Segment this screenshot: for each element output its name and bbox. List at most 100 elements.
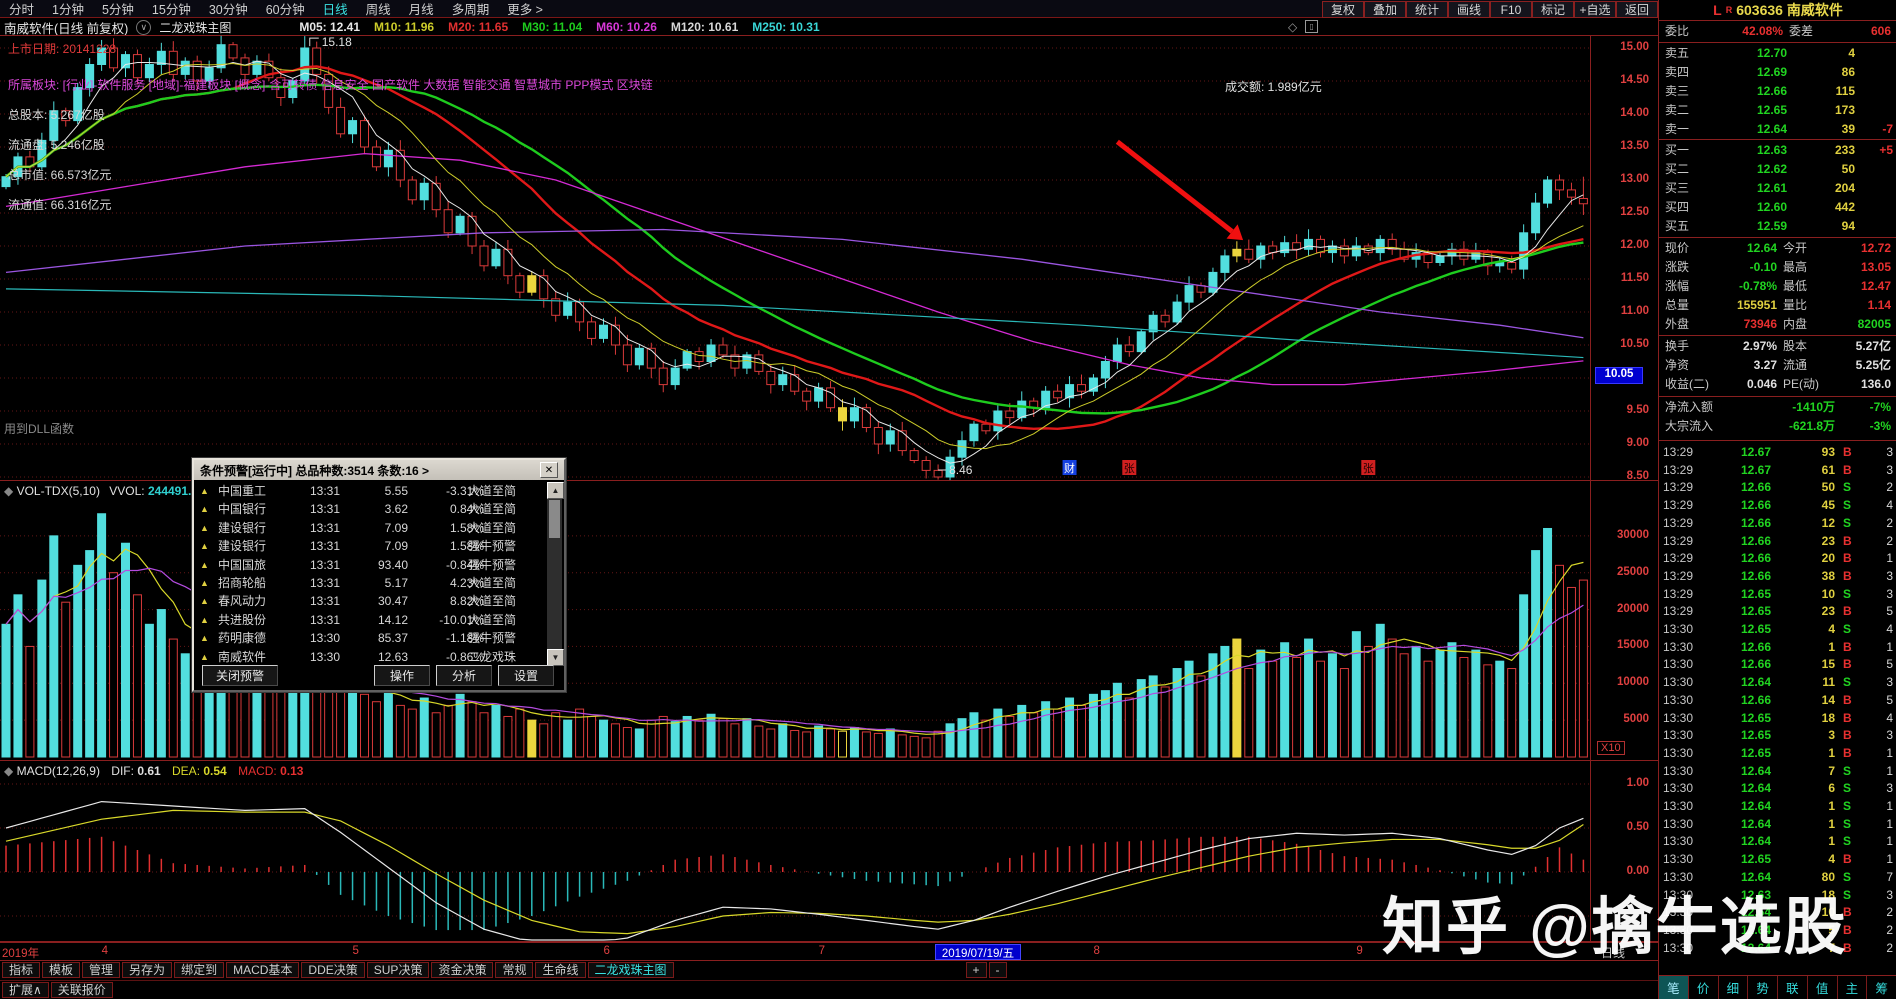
tick-row[interactable]: 13:30 12.66 1 B 1 — [1659, 639, 1896, 657]
tick-row[interactable]: 13:30 12.64 80 S 7 — [1659, 869, 1896, 887]
indicator-tab-SUP决策[interactable]: SUP决策 — [366, 961, 430, 978]
action-button-F10[interactable]: F10 — [1490, 1, 1532, 18]
chevron-down-icon[interactable]: ∨ — [136, 19, 152, 35]
panel-tab-值[interactable]: 值 — [1808, 976, 1838, 999]
action-button-画线[interactable]: 画线 — [1448, 1, 1490, 18]
panel-tab-势[interactable]: 势 — [1748, 976, 1778, 999]
tick-row[interactable]: 13:29 12.66 38 B 3 — [1659, 568, 1896, 586]
period-tab-30分钟[interactable]: 30分钟 — [208, 3, 248, 17]
action-button-叠加[interactable]: 叠加 — [1364, 1, 1406, 18]
diamond-icon[interactable]: ◇ — [1288, 20, 1298, 34]
scroll-down-icon[interactable]: ▼ — [547, 649, 564, 666]
tick-row[interactable]: 13:29 12.65 10 S 3 — [1659, 586, 1896, 604]
indicator-tab-生命线[interactable]: 生命线 — [535, 961, 586, 978]
tick-row[interactable]: 13:30 12.64 7 S 1 — [1659, 763, 1896, 781]
alert-row[interactable]: ▲ 共进股份 13:31 14.12 -10.01% 大道至简 — [196, 611, 532, 629]
action-button-统计[interactable]: 统计 — [1406, 1, 1448, 18]
tick-row[interactable]: 13:30 12.65 4 S 4 — [1659, 621, 1896, 639]
tick-row[interactable]: 13:29 12.66 50 S 2 — [1659, 479, 1896, 497]
dialog-titlebar[interactable]: 条件预警[运行中] 总品种数:3514 条数:16 > ✕ — [194, 460, 564, 480]
tick-row[interactable]: 13:30 12.66 15 B 5 — [1659, 656, 1896, 674]
period-tab-周线[interactable]: 周线 — [365, 3, 391, 17]
panel-tab-联[interactable]: 联 — [1778, 976, 1808, 999]
panel-tab-价[interactable]: 价 — [1689, 976, 1719, 999]
indicator-tab-二龙戏珠主图[interactable]: 二龙戏珠主图 — [587, 961, 674, 978]
tick-row[interactable]: 13:30 12.64 1 S 1 — [1659, 816, 1896, 834]
panel-tab-主[interactable]: 主 — [1838, 976, 1868, 999]
indicator-tab-DDE决策[interactable]: DDE决策 — [301, 961, 365, 978]
split-window-icon[interactable]: ▯ — [1305, 20, 1319, 33]
zoom-in-button[interactable]: + — [965, 961, 987, 978]
tick-row[interactable]: 13:30 12.64 10 B 2 — [1659, 904, 1896, 922]
period-tab-日线[interactable]: 日线 — [322, 3, 348, 17]
tick-row[interactable]: 13:30 12.64 1 S 1 — [1659, 833, 1896, 851]
related-quote-button[interactable]: 关联报价 — [50, 982, 113, 998]
operate-button[interactable]: 操作 — [374, 665, 430, 686]
zoom-out-button[interactable]: - — [988, 961, 1007, 978]
tick-row[interactable]: 13:29 12.66 20 B 1 — [1659, 550, 1896, 568]
period-tab-15分钟[interactable]: 15分钟 — [151, 3, 191, 17]
action-button-+自选[interactable]: +自选 — [1574, 1, 1616, 18]
candlestick-chart[interactable]: 15.18 8.46 财 张 张 — [0, 0, 1658, 960]
indicator-tab-另存为[interactable]: 另存为 — [122, 961, 173, 978]
alert-row[interactable]: ▲ 春风动力 13:31 30.47 8.82% 大道至简 — [196, 592, 532, 610]
scrollbar[interactable]: ▲ ▼ — [547, 482, 564, 666]
tick-row[interactable]: 13:30 12.65 3 B 3 — [1659, 727, 1896, 745]
macd-indicator-name[interactable]: MACD(12,26,9) — [16, 764, 100, 778]
tick-row[interactable]: 13:29 12.66 23 B 2 — [1659, 533, 1896, 551]
indicator-tab-绑定到[interactable]: 绑定到 — [174, 961, 225, 978]
stock-code-name[interactable]: 603636 南威软件 — [1736, 2, 1843, 18]
tick-row[interactable]: 13:30 12.65 1 B 1 — [1659, 745, 1896, 763]
period-tab-1分钟[interactable]: 1分钟 — [52, 3, 84, 17]
alert-row[interactable]: ▲ 药明康德 13:30 85.37 -1.18% 强牛预警 — [196, 629, 532, 647]
alert-row[interactable]: ▲ 中国银行 13:31 3.62 0.84% 大道至简 — [196, 500, 532, 518]
tick-row[interactable]: 13:30 12.64 6 S 3 — [1659, 780, 1896, 798]
scroll-thumb[interactable] — [549, 500, 560, 538]
panel-tab-笔[interactable]: 笔 — [1659, 976, 1689, 999]
panel-tab-筹[interactable]: 筹 — [1867, 976, 1896, 999]
indicator-tab-管理[interactable]: 管理 — [82, 961, 121, 978]
period-tab-分时[interactable]: 分时 — [9, 3, 35, 17]
tick-row[interactable]: 13:30 12.63 18 S 3 — [1659, 887, 1896, 905]
tick-row[interactable]: 13:29 12.66 12 S 2 — [1659, 515, 1896, 533]
indicator-tab-常规[interactable]: 常规 — [495, 961, 534, 978]
indicator-tab-MACD基本[interactable]: MACD基本 — [226, 961, 300, 978]
indicator-tab-指标[interactable]: 指标 — [2, 961, 41, 978]
period-tab-月线[interactable]: 月线 — [408, 3, 434, 17]
settings-button[interactable]: 设置 — [498, 665, 554, 686]
tick-row[interactable]: 13:30 12.64 7 B 2 — [1659, 940, 1896, 958]
more-menu[interactable]: 更多 > — [507, 3, 543, 17]
collapse-icon[interactable]: ◆ — [4, 764, 14, 778]
close-icon[interactable]: ✕ — [540, 462, 558, 478]
expand-button[interactable]: 扩展∧ — [2, 982, 49, 998]
tick-row[interactable]: 13:29 12.65 23 B 5 — [1659, 603, 1896, 621]
period-tab-5分钟[interactable]: 5分钟 — [101, 3, 134, 17]
alert-row[interactable]: ▲ 中国国旅 13:31 93.40 -0.84% 强牛预警 — [196, 556, 532, 574]
action-button-复权[interactable]: 复权 — [1322, 1, 1364, 18]
close-alert-button[interactable]: 关闭预警 — [202, 665, 278, 686]
tick-row[interactable]: 13:30 12.64 11 S 3 — [1659, 674, 1896, 692]
tick-row[interactable]: 13:30 12.64 1 S 1 — [1659, 798, 1896, 816]
alert-row[interactable]: ▲ 南威软件 13:30 12.63 -0.86% 二龙戏珠 — [196, 648, 532, 666]
indicator-tab-模板[interactable]: 模板 — [42, 961, 81, 978]
collapse-icon[interactable]: ◆ — [4, 484, 14, 498]
alert-row[interactable]: ▲ 建设银行 13:31 7.09 1.58% 大道至简 — [196, 519, 532, 537]
vol-indicator-name[interactable]: VOL-TDX(5,10) — [16, 484, 100, 498]
tick-row[interactable]: 13:29 12.66 45 S 4 — [1659, 497, 1896, 515]
alert-row[interactable]: ▲ 中国重工 13:31 5.55 -3.31% 大道至简 — [196, 482, 532, 500]
panel-tab-细[interactable]: 细 — [1719, 976, 1749, 999]
scroll-up-icon[interactable]: ▲ — [547, 482, 564, 499]
tick-row[interactable]: 13:29 12.67 61 B 3 — [1659, 462, 1896, 480]
tick-row[interactable]: 13:30 12.65 4 B 1 — [1659, 851, 1896, 869]
indicator-tab-资金决策[interactable]: 资金决策 — [431, 961, 494, 978]
tick-row[interactable]: 13:30 12.65 18 B 4 — [1659, 710, 1896, 728]
tick-row[interactable]: 13:30 12.64 5 B 2 — [1659, 922, 1896, 940]
period-tab-60分钟[interactable]: 60分钟 — [265, 3, 305, 17]
action-button-标记[interactable]: 标记 — [1532, 1, 1574, 18]
action-button-返回[interactable]: 返回 — [1616, 1, 1658, 18]
alert-row[interactable]: ▲ 招商轮船 13:31 5.17 4.23% 大道至简 — [196, 574, 532, 592]
tick-row[interactable]: 13:30 12.66 14 B 5 — [1659, 692, 1896, 710]
tick-row[interactable]: 13:29 12.67 93 B 3 — [1659, 444, 1896, 462]
alert-row[interactable]: ▲ 建设银行 13:31 7.09 1.58% 强牛预警 — [196, 537, 532, 555]
analyze-button[interactable]: 分析 — [436, 665, 492, 686]
